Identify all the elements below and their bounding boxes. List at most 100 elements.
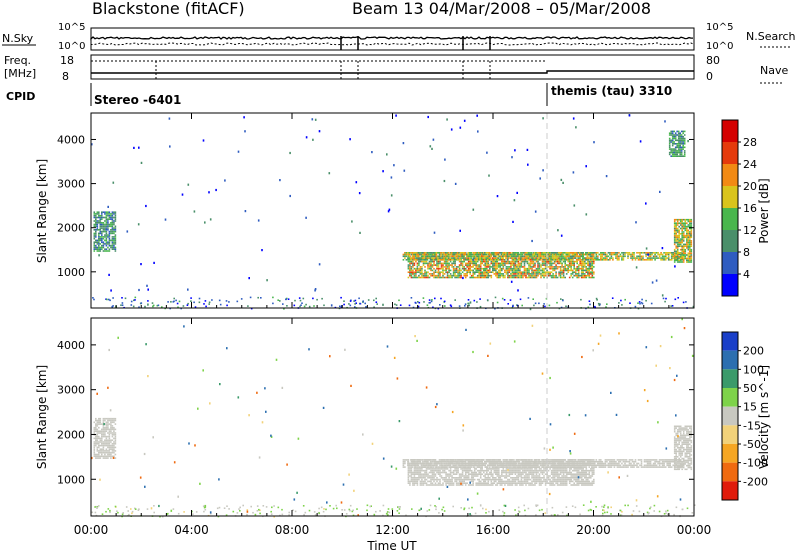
velocity-cell-r0 xyxy=(113,448,115,450)
velocity-cell-r1 xyxy=(573,479,575,481)
power-speckle xyxy=(312,118,314,120)
power-speckle xyxy=(677,297,679,299)
velocity-cell-r1 xyxy=(414,479,416,481)
velocity-cell-r1 xyxy=(531,482,533,484)
velocity-cell-r0 xyxy=(98,454,100,456)
power-cell-r2 xyxy=(666,254,668,256)
velocity-cell-r1 xyxy=(501,475,503,477)
power-cell-r4 xyxy=(672,140,674,142)
power-cell-r1 xyxy=(459,264,461,266)
power-cell-r0 xyxy=(106,241,108,243)
velocity-cell-r1 xyxy=(471,477,473,479)
velocity-cell-r1 xyxy=(530,484,532,486)
power-cell-r2 xyxy=(493,256,495,258)
power-cell-r4 xyxy=(681,147,683,149)
power-cell-r2 xyxy=(473,256,475,258)
power-cell-r1 xyxy=(415,268,417,270)
power-cell-r1 xyxy=(530,261,532,263)
velocity-cell-r0 xyxy=(100,439,102,441)
velocity-cell-r1 xyxy=(465,470,467,472)
power-cell-r1 xyxy=(566,270,568,272)
velocity-cell-r1 xyxy=(444,463,446,465)
power-cell-r3 xyxy=(681,242,683,244)
velocity-cell-r1 xyxy=(450,465,452,467)
power-cell-r0 xyxy=(103,224,105,226)
cpid-stereo: Stereo -6401 xyxy=(94,93,181,107)
power-cell-r4 xyxy=(669,141,671,143)
power-cell-r1 xyxy=(537,264,539,266)
velocity-cell-r1 xyxy=(518,473,520,475)
power-speckle xyxy=(403,142,405,144)
power-cell-r1 xyxy=(495,271,497,273)
power-cell-r0 xyxy=(106,220,108,222)
power-cell-r4 xyxy=(678,132,680,134)
velocity-cell-r1 xyxy=(587,481,589,483)
power-cell-r1 xyxy=(519,271,521,273)
power-cell-r2 xyxy=(641,256,643,258)
power-cell-r1 xyxy=(536,268,538,270)
power-speckle xyxy=(364,303,366,305)
power-cell-r1 xyxy=(552,268,554,270)
velocity-cell-r1 xyxy=(474,472,476,474)
power-cell-r1 xyxy=(528,277,530,279)
velocity-cell-r0 xyxy=(95,430,97,432)
power-cell-r2 xyxy=(582,256,584,258)
power-cell-r0 xyxy=(112,247,114,249)
power-cell-r1 xyxy=(475,271,477,273)
power-cell-r1 xyxy=(433,268,435,270)
power-cell-r3 xyxy=(680,222,682,224)
power-cell-r2 xyxy=(458,254,460,256)
power-cell-r2 xyxy=(562,259,564,261)
power-cell-r0 xyxy=(101,236,103,238)
power-cell-r1 xyxy=(409,263,411,265)
power-cell-r1 xyxy=(500,257,502,259)
power-cell-r0 xyxy=(104,240,106,242)
velocity-cell-r1 xyxy=(459,481,461,483)
velocity-cell-r0 xyxy=(113,420,115,422)
power-cell-r4 xyxy=(681,155,683,157)
velocity-cell-r1 xyxy=(515,481,517,483)
power-cell-r4 xyxy=(670,152,672,154)
power-cell-r1 xyxy=(528,264,530,266)
power-speckle xyxy=(113,182,115,184)
power-cell-r1 xyxy=(439,277,441,279)
power-cell-r2 xyxy=(671,259,673,261)
velocity-cell-r1 xyxy=(503,468,505,470)
velocity-cell-r1 xyxy=(489,477,491,479)
power-cell-r0 xyxy=(112,233,114,235)
power-cell-r3 xyxy=(688,261,690,263)
velocity-cell-r1 xyxy=(477,470,479,472)
velocity-cell-r0 xyxy=(110,445,112,447)
power-cell-r0 xyxy=(104,231,106,233)
power-cell-r4 xyxy=(684,152,686,154)
power-speckle xyxy=(393,164,395,166)
velocity-cell-r1 xyxy=(578,472,580,474)
velocity-cell-r1 xyxy=(466,482,468,484)
power-cell-r2 xyxy=(630,254,632,256)
power-cell-r3 xyxy=(685,219,687,221)
power-cell-r2 xyxy=(564,252,566,254)
power-cell-r2 xyxy=(431,256,433,258)
power-cell-r1 xyxy=(448,275,450,277)
power-cell-r1 xyxy=(590,271,592,273)
power-cell-r1 xyxy=(485,275,487,277)
power-cell-r1 xyxy=(524,270,526,272)
power-cell-r3 xyxy=(675,226,677,228)
power-cell-r2 xyxy=(549,259,551,261)
power-cell-r3 xyxy=(685,224,687,226)
power-speckle xyxy=(396,304,398,306)
power-cell-r2 xyxy=(416,259,418,261)
velocity-cell-r1 xyxy=(548,459,550,461)
power-cell-r2 xyxy=(596,256,598,258)
power-cell-r1 xyxy=(579,263,581,265)
velocity-cell-r1 xyxy=(527,481,529,483)
power-cell-r2 xyxy=(571,252,573,254)
power-cell-r1 xyxy=(504,261,506,263)
power-cell-r1 xyxy=(409,273,411,275)
velocity-cell-r0 xyxy=(103,447,105,449)
power-cell-r2 xyxy=(568,257,570,259)
power-cell-r1 xyxy=(456,271,458,273)
velocity-cell-r1 xyxy=(533,472,535,474)
power-cell-r1 xyxy=(500,271,502,273)
velocity-cell-r1 xyxy=(432,473,434,475)
